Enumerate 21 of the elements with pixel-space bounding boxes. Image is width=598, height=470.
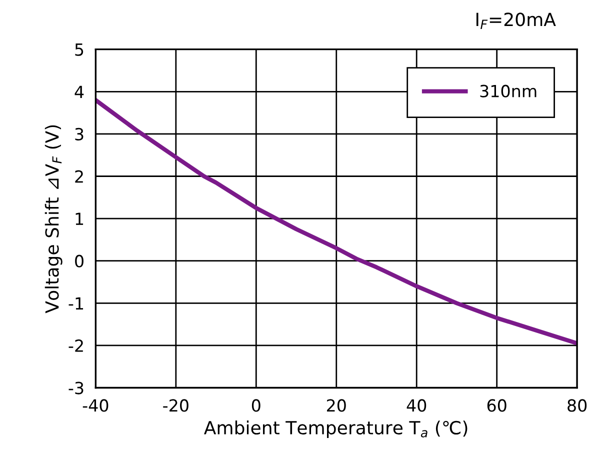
y-tick-label: 1 [76, 212, 84, 225]
x-axis-title: Ambient Temperature T$_{a}$ (℃) [204, 420, 468, 438]
y-axis-title: Voltage Shift ⊿V$_{F}$ (V) [44, 125, 62, 314]
y-tick-label: 2 [75, 170, 83, 183]
x-tick-label: 20 [326, 399, 346, 412]
y-tick-label: 3 [75, 128, 84, 141]
y-tick-label: -2 [68, 339, 83, 352]
y-tick-label: -3 [68, 382, 84, 394]
text: I$_{F}$=20mA [476, 12, 556, 29]
y-tick-label: 4 [74, 86, 84, 98]
line-series [96, 98, 578, 346]
legend-label: 310nm [480, 84, 536, 98]
y-tick-label: -1 [68, 297, 84, 310]
x-tick-label: 40 [406, 399, 426, 412]
x-tick-label: 80 [568, 399, 587, 412]
y-tick-label: 5 [75, 44, 84, 56]
x-tick-label: 60 [487, 399, 506, 412]
y-tick-label: 0 [75, 254, 84, 268]
x-tick-label: -40 [82, 399, 108, 412]
x-tick-label: 0 [252, 399, 260, 412]
x-tick-label: -20 [163, 399, 188, 412]
